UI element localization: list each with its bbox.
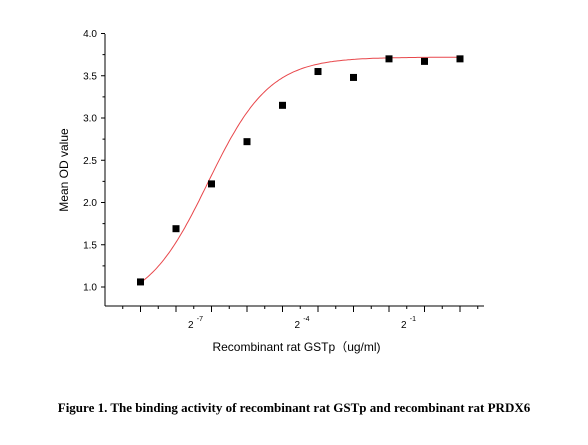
x-tick-exponent: -7	[197, 316, 203, 323]
x-axis-title: Recombinant rat GSTp（ug/ml)	[212, 340, 380, 354]
data-points	[137, 55, 464, 286]
axes	[101, 33, 484, 312]
data-point	[279, 101, 286, 109]
x-tick-label: 2	[401, 320, 407, 331]
data-point	[350, 73, 357, 81]
data-point	[314, 68, 322, 76]
data-point	[172, 225, 180, 233]
y-tick-label: 3.5	[83, 71, 97, 82]
x-tick-exponent: -1	[410, 316, 416, 323]
y-tick-label: 1.0	[83, 283, 97, 294]
x-tick-exponent: -4	[303, 316, 309, 323]
data-point	[421, 57, 428, 65]
data-point	[208, 180, 215, 188]
y-axis-title: Mean OD value	[57, 128, 71, 212]
x-tick-label: 2	[294, 320, 300, 331]
figure-caption: Figure 1. The binding activity of recomb…	[57, 400, 531, 415]
y-tick-label: 3.0	[83, 114, 97, 125]
data-point	[243, 138, 251, 146]
y-tick-label: 2.5	[83, 156, 97, 167]
fit-curve-group	[140, 56, 460, 284]
y-tick-label: 1.5	[83, 240, 97, 251]
data-point	[385, 55, 393, 63]
y-tick-label: 2.0	[83, 198, 97, 209]
data-point	[456, 55, 464, 63]
fit-curve	[140, 56, 460, 284]
y-tick-label: 4.0	[83, 29, 97, 40]
data-point	[137, 278, 144, 286]
x-tick-label: 2	[188, 320, 194, 331]
tick-labels: 1.01.52.02.53.03.54.02-72-42-1	[83, 29, 416, 331]
